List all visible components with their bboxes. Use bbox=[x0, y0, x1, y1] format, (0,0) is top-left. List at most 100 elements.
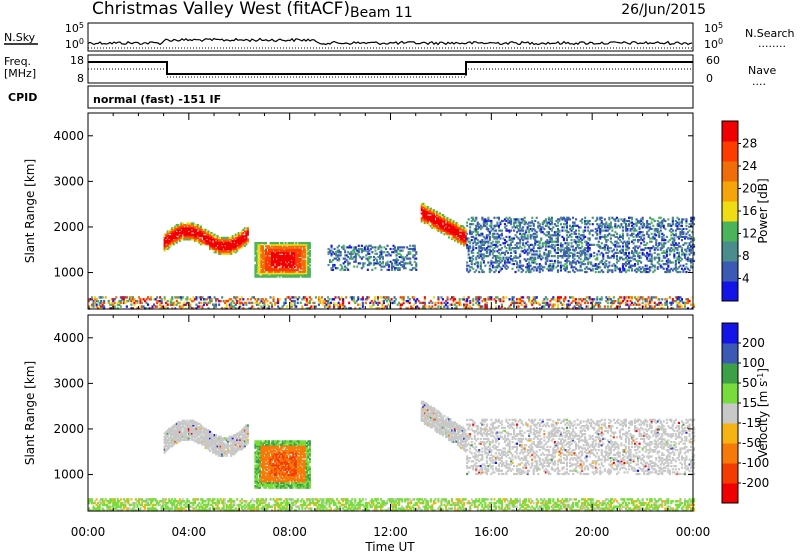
scatter-cell bbox=[428, 207, 431, 210]
scatter-cell bbox=[559, 242, 562, 245]
scatter-cell bbox=[460, 242, 463, 245]
scatter-cell bbox=[402, 298, 405, 301]
scatter-cell bbox=[508, 221, 511, 224]
scatter-cell bbox=[602, 263, 605, 266]
scatter-cell bbox=[570, 235, 573, 238]
scatter-cell bbox=[664, 219, 667, 223]
scatter-cell bbox=[177, 233, 180, 236]
scatter-cell bbox=[289, 269, 292, 272]
scatter-cell bbox=[531, 229, 534, 232]
scatter-cell bbox=[269, 273, 272, 277]
scatter-cell bbox=[227, 244, 230, 247]
scatter-cell bbox=[652, 270, 655, 274]
scatter-cell bbox=[585, 299, 588, 303]
scatter-cell bbox=[565, 245, 568, 248]
scatter-cell bbox=[591, 267, 594, 270]
scatter-cell bbox=[236, 244, 239, 247]
scatter-cell bbox=[234, 298, 237, 301]
cpid-value: normal (fast) -151 IF bbox=[93, 93, 221, 106]
scatter-cell bbox=[561, 226, 564, 229]
scatter-cell bbox=[255, 246, 258, 249]
scatter-cell bbox=[572, 307, 575, 310]
scatter-cell bbox=[92, 305, 95, 308]
scatter-cell bbox=[665, 299, 668, 303]
scatter-cell bbox=[183, 230, 186, 233]
scatter-cell bbox=[275, 272, 278, 275]
scatter-cell bbox=[422, 301, 425, 305]
scatter-cell bbox=[190, 299, 193, 303]
scatter-cell bbox=[575, 218, 578, 221]
scatter-cell bbox=[564, 253, 567, 256]
scatter-cell bbox=[564, 247, 567, 250]
scatter-cell bbox=[160, 301, 163, 305]
scatter-cell bbox=[415, 252, 418, 255]
scatter-cell bbox=[493, 235, 496, 238]
scatter-cell bbox=[667, 223, 670, 226]
scatter-cell bbox=[295, 245, 298, 248]
scatter-cell bbox=[272, 273, 275, 277]
scatter-cell bbox=[296, 246, 299, 249]
scatter-cell bbox=[611, 242, 614, 245]
scatter-cell bbox=[213, 303, 216, 306]
scatter-cell bbox=[543, 219, 546, 223]
scatter-cell bbox=[266, 299, 269, 303]
scatter-cell bbox=[258, 246, 261, 249]
scatter-cell bbox=[467, 253, 470, 256]
scatter-cell bbox=[470, 235, 473, 238]
scatter-cell bbox=[575, 307, 578, 310]
scatter-cell bbox=[385, 247, 388, 251]
scatter-cell bbox=[623, 298, 626, 301]
scatter-cell bbox=[499, 266, 502, 269]
scatter-cell bbox=[221, 238, 224, 241]
scatter-cell bbox=[690, 218, 693, 221]
scatter-cell bbox=[579, 250, 582, 253]
scatter-cell bbox=[650, 299, 653, 303]
scatter-cell bbox=[656, 248, 659, 251]
scatter-cell bbox=[519, 299, 522, 303]
scatter-cell bbox=[544, 234, 547, 237]
scatter-cell bbox=[458, 241, 461, 244]
frequency-strip-frame bbox=[87, 54, 694, 84]
scatter-cell bbox=[299, 270, 302, 273]
scatter-cell bbox=[581, 261, 584, 264]
scatter-cell bbox=[600, 221, 603, 224]
scatter-cell bbox=[473, 229, 476, 232]
scatter-cell bbox=[435, 226, 438, 229]
scatter-cell bbox=[261, 253, 264, 256]
scatter-cell bbox=[107, 299, 110, 303]
scatter-cell bbox=[494, 243, 497, 246]
scatter-cell bbox=[169, 434, 172, 437]
scatter-cell bbox=[585, 266, 588, 269]
scatter-cell bbox=[565, 266, 568, 269]
scatter-cell bbox=[376, 298, 379, 301]
scatter-cell bbox=[446, 301, 449, 305]
scatter-cell bbox=[600, 259, 603, 262]
scatter-cell bbox=[528, 231, 531, 234]
scatter-cell bbox=[344, 249, 347, 252]
scatter-cell bbox=[254, 269, 257, 272]
scatter-cell bbox=[621, 219, 624, 223]
scatter-cell bbox=[641, 298, 644, 301]
scatter-cell bbox=[478, 298, 481, 301]
power-panel-background bbox=[88, 113, 693, 309]
scatter-cell bbox=[677, 227, 680, 231]
scatter-cell bbox=[452, 237, 455, 241]
scatter-cell bbox=[422, 307, 425, 310]
scatter-cell bbox=[407, 252, 410, 255]
scatter-cell bbox=[628, 269, 631, 272]
scatter-cell bbox=[572, 255, 575, 258]
scatter-cell bbox=[292, 246, 295, 249]
scatter-cell bbox=[172, 301, 175, 305]
scatter-cell bbox=[271, 245, 274, 248]
scatter-cell bbox=[230, 301, 233, 305]
scatter-cell bbox=[458, 226, 461, 229]
scatter-cell bbox=[213, 247, 216, 251]
scatter-cell bbox=[429, 209, 432, 212]
scatter-cell bbox=[446, 223, 449, 226]
scatter-cell bbox=[304, 267, 307, 270]
scatter-cell bbox=[487, 219, 490, 223]
scatter-cell bbox=[308, 272, 311, 275]
scatter-cell bbox=[422, 305, 425, 308]
scatter-cell bbox=[330, 246, 333, 249]
scatter-cell bbox=[520, 267, 523, 270]
